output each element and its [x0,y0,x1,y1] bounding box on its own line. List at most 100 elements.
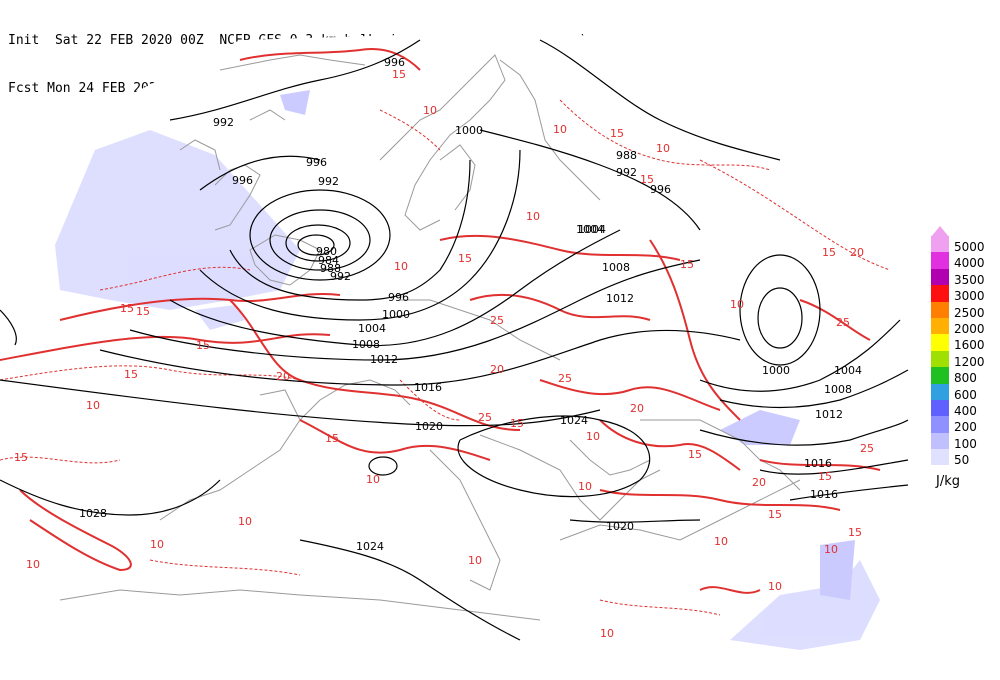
shear-label: 15 [818,470,832,483]
map-domain [0,32,908,672]
shear-label: 10 [656,142,670,155]
legend-swatch [931,383,949,400]
legend-entry: 200 [928,416,998,435]
legend-label: 50 [954,453,970,468]
shear-label: 10 [423,104,437,117]
legend-entry: 100 [928,432,998,451]
legend-label: 1600 [954,338,985,353]
shear-label: 10 [86,399,100,412]
isobar-label: 988 [616,149,637,162]
legend-swatch [931,236,949,253]
legend-entry: 4000 [928,252,998,271]
legend-label: 200 [954,420,977,435]
legend-swatch [931,252,949,269]
legend-label: 400 [954,403,977,418]
shear-label: 25 [558,372,572,385]
shear-label: 10 [553,123,567,136]
isobar-label: 996 [232,174,253,187]
legend-swatch [931,416,949,433]
shear-label: 10 [394,260,408,273]
shear-label: 15 [458,252,472,265]
shear-contour-labels: 15 10 10 15 10 15 10 15 20 10 15 15 15 1… [14,68,874,640]
shear-label: 10 [468,554,482,567]
shear-label: 10 [526,210,540,223]
legend-entry: 600 [928,383,998,402]
isobar-label: 1028 [79,507,107,520]
isobar-label: 1000 [382,308,410,321]
cape-shading [55,90,880,650]
legend-label: 2500 [954,305,985,320]
legend-entry: 1600 [928,334,998,353]
shear-label: 10 [26,558,40,571]
shear-label: 15 [640,173,654,186]
isobar-label: 992 [318,175,339,188]
legend-swatch [931,301,949,318]
shear-label: 15 [610,127,624,140]
legend-label: 3500 [954,272,985,287]
legend-swatch [931,449,949,466]
shear-label: 15 [822,246,836,259]
isobar-label: 1012 [370,353,398,366]
legend-label: 4000 [954,256,985,271]
shear-label: 20 [630,402,644,415]
isobar-label: 992 [213,116,234,129]
legend-label: 100 [954,436,977,451]
shear-label: 25 [490,314,504,327]
shear-label: 10 [714,535,728,548]
legend-swatch [931,432,949,450]
shear-label: 25 [836,316,850,329]
isobar-label: 996 [650,183,671,196]
legend-entry: 50 [928,449,998,468]
pressure-contours [0,39,909,641]
shear-label: 10 [824,543,838,556]
legend-swatch [931,317,949,335]
coastlines [59,54,801,621]
isobar-label: 1012 [815,408,843,421]
shear-label: 15 [392,68,406,81]
legend-swatch [931,367,949,384]
pressure-contour-labels: 996 992 1000 988 992 996 996 992 1004 99… [79,56,862,553]
legend-entry: 3500 [928,268,998,287]
isobar-label: 1008 [824,383,852,396]
isobar-label: 1016 [804,457,832,470]
shear-label: 20 [752,476,766,489]
shear-label: 15 [325,432,339,445]
shear-label: 25 [478,411,492,424]
shear-label: 15 [510,417,524,430]
legend-swatch [931,285,949,302]
isobar-label: 1020 [415,420,443,433]
shear-label: 15 [768,508,782,521]
isobar-label: 1004 [358,322,386,335]
isobar-label: 992 [330,270,351,283]
shear-label: 10 [238,515,252,528]
shear-label: 10 [586,430,600,443]
legend-unit: J/kg [936,474,960,489]
legend-swatch [931,399,949,417]
shear-label: 10 [366,473,380,486]
legend-entry: 2000 [928,317,998,336]
legend-entry: 800 [928,367,998,386]
isobar-label: 988 [320,262,341,275]
shear-label: 10 [578,480,592,493]
shear-label: 15 [680,258,694,271]
legend-entry: 2500 [928,301,998,320]
shear-label: 15 [124,368,138,381]
isobar-label: 1016 [810,488,838,501]
legend-label: 800 [954,371,977,386]
shear-label: 20 [490,363,504,376]
isobar-label: 992 [616,166,637,179]
shear-label: 15 [848,526,862,539]
legend-swatch [931,350,949,368]
shear-label: 10 [730,298,744,311]
shear-label: 10 [600,627,614,640]
isobar-label: 996 [388,291,409,304]
shear-label: 10 [768,580,782,593]
legend-label: 3000 [954,289,985,304]
isobar-label: 1004 [578,223,606,236]
isobar-label: 984 [318,254,339,267]
isobar-label: 1004 [576,223,604,236]
legend-label: 2000 [954,321,985,336]
isobar-label: 1000 [762,364,790,377]
legend-entry: 1200 [928,350,998,369]
